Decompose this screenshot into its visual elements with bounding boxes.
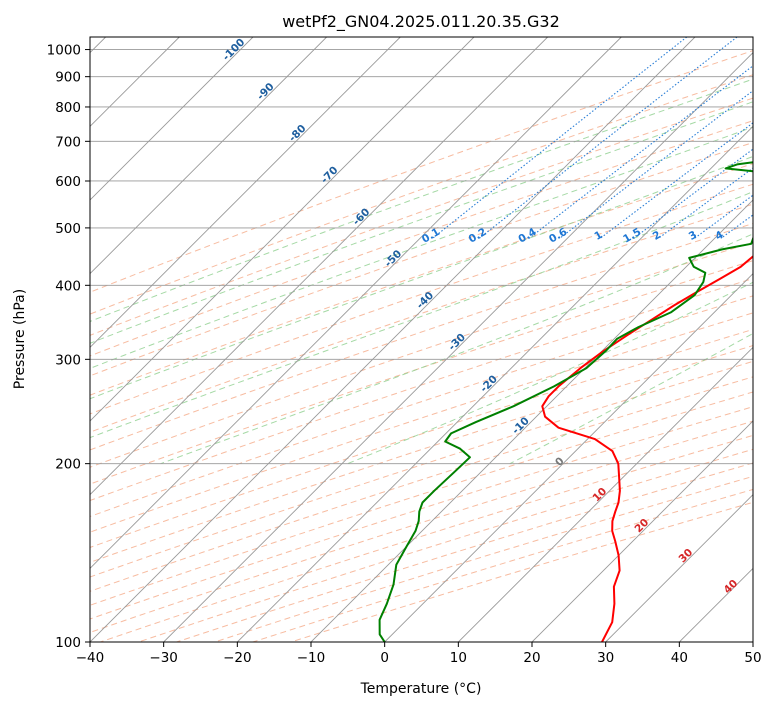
isotherm-line [90, 37, 401, 348]
dry-adiabat-line [90, 203, 753, 433]
mixing-ratio-line [528, 65, 753, 239]
dry-adiabat-line [90, 74, 753, 315]
mixing-ratio-line [478, 37, 738, 239]
x-tick-label: −30 [149, 650, 178, 666]
y-axis: 100 200 300 400 500 600 700 800 900 1000 [47, 43, 90, 651]
background-grid [90, 37, 753, 642]
y-tick-label: 1000 [47, 43, 81, 59]
isotherm-line [90, 37, 696, 642]
x-axis: −40 −30 −20 −10 0 10 20 30 40 50 [76, 642, 762, 666]
moist-adiabat-line [90, 126, 753, 369]
x-tick-label: 0 [380, 650, 389, 666]
profile-lines [378, 161, 753, 642]
mixing-ratio-line [559, 90, 753, 239]
y-tick-label: 400 [55, 278, 81, 294]
isotherm-line [90, 37, 622, 569]
dry-adiabat-line [90, 141, 753, 377]
mixing-ratio-line [633, 148, 753, 239]
x-tick-label: 40 [671, 650, 688, 666]
x-axis-label: Temperature (°C) [360, 681, 482, 697]
y-tick-label: 700 [55, 134, 81, 150]
x-tick-label: −20 [223, 650, 252, 666]
x-tick-label: 30 [597, 650, 614, 666]
dry-adiabat-line [90, 312, 753, 533]
isotherm-line [605, 494, 753, 642]
y-tick-label: 200 [55, 457, 81, 473]
moist-adiabat-line [90, 101, 753, 344]
dry-adiabat-line [90, 391, 753, 606]
isotherm-line [237, 125, 753, 642]
dry-adiabat-line [90, 97, 753, 336]
y-tick-label: 500 [55, 221, 81, 237]
y-tick-label: 600 [55, 174, 81, 190]
x-tick-label: −40 [76, 650, 105, 666]
dry-adiabat-line [90, 360, 753, 578]
y-tick-label: 100 [55, 635, 81, 651]
moist-adiabat-line [347, 281, 753, 465]
x-tick-label: 10 [450, 650, 467, 666]
isotherm-line [531, 420, 753, 642]
y-tick-label: 800 [55, 100, 81, 116]
isotherm-line [90, 37, 475, 422]
isotherm-line [90, 37, 254, 201]
dry-adiabat-line [90, 278, 753, 502]
isotherm-line [90, 37, 327, 275]
moist-adiabat-line [90, 78, 753, 323]
dry-adiabat-line [90, 260, 753, 485]
isotherm-line [384, 273, 753, 642]
x-tick-label: −10 [297, 650, 326, 666]
x-tick-label: 20 [523, 650, 540, 666]
dry-adiabat-line [90, 222, 753, 451]
isotherm-line [458, 346, 753, 642]
dry-adiabat-line [90, 50, 753, 293]
y-tick-label: 300 [55, 352, 81, 368]
dry-adiabat-line [90, 163, 753, 396]
y-axis-label: Pressure (hPa) [12, 289, 28, 389]
isotherm-line [90, 37, 548, 496]
chart-title: wetPf2_GN04.2025.011.20.35.G32 [282, 12, 560, 32]
dry-adiabat-line [90, 328, 753, 548]
x-tick-label: 50 [744, 650, 761, 666]
plot-frame [89, 36, 754, 643]
isotherm-line [310, 199, 753, 642]
y-tick-label: 900 [55, 70, 81, 86]
isotherm-line [163, 52, 753, 642]
dewpoint-profile [378, 161, 753, 642]
mixing-ratio-line [432, 37, 688, 239]
